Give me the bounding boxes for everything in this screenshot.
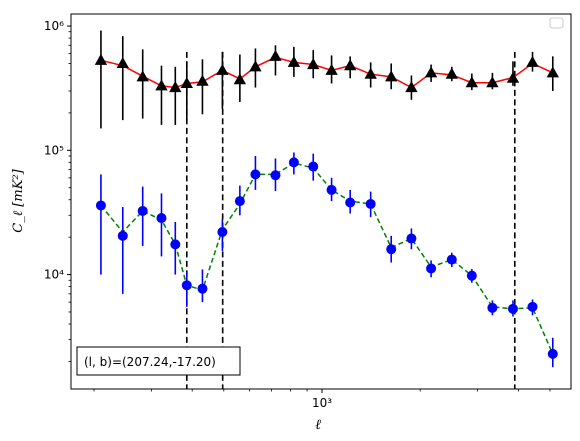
triangle-data-point	[94, 53, 108, 65]
y-tick-label: 10⁵	[44, 143, 64, 157]
triangle-data-point	[486, 76, 499, 88]
circle-data-point	[487, 302, 498, 313]
circle-data-point	[217, 227, 228, 238]
triangle-data-point	[405, 81, 418, 93]
legend-box	[549, 17, 564, 29]
circle-data-point	[345, 197, 356, 208]
triangle-data-point	[343, 59, 357, 71]
circle-data-point	[170, 239, 181, 250]
triangle-data-point	[249, 60, 262, 72]
circle-data-point	[326, 184, 337, 195]
triangle-data-point	[196, 74, 209, 86]
plot-layer	[94, 30, 559, 389]
triangle-data-point	[180, 76, 193, 89]
circle-data-point	[406, 233, 417, 244]
circle-data-point	[386, 244, 397, 255]
triangle-data-point	[136, 70, 149, 82]
triangle-data-point	[385, 70, 398, 82]
triangle-data-point	[216, 63, 229, 75]
circle-data-point	[466, 270, 477, 281]
x-axis-label: ℓ	[315, 417, 321, 433]
triangle-data-point	[445, 67, 458, 79]
circle-data-point	[365, 198, 376, 209]
circle-data-point	[117, 230, 128, 241]
triangle-data-point	[506, 71, 520, 83]
circle-data-point	[288, 157, 299, 168]
circle-data-point	[446, 254, 457, 265]
y-tick-label: 10⁶	[44, 19, 64, 33]
tick-layer: 10⁴ 10⁵ 10⁶ 10³	[44, 19, 551, 410]
triangle-data-point	[287, 55, 301, 67]
triangle-data-point	[307, 58, 320, 70]
circle-data-point	[137, 205, 148, 216]
triangle-data-point	[526, 55, 539, 67]
triangle-data-point	[546, 66, 559, 78]
triangle-data-point	[116, 56, 129, 69]
triangle-data-point	[325, 63, 338, 75]
annotation-box	[76, 346, 241, 376]
triangle-data-point	[424, 66, 438, 78]
circle-data-point	[426, 263, 437, 274]
triangle-data-point	[364, 67, 377, 79]
y-tick-label: 10⁴	[44, 268, 64, 282]
circle-data-point	[507, 303, 518, 314]
triangle-data-point	[465, 76, 479, 88]
circle-data-point	[308, 161, 319, 172]
triangle-data-point	[269, 49, 282, 61]
circle-data-point	[95, 200, 106, 211]
triangle-data-point	[169, 81, 182, 93]
triangle-data-point	[233, 73, 247, 85]
x-tick-label: 10³	[312, 396, 332, 410]
y-axis-label: C_ℓ [mK²]	[11, 168, 26, 232]
plot-frame	[70, 13, 572, 390]
triangle-data-point	[155, 79, 168, 91]
circle-data-point	[527, 301, 538, 312]
circle-data-point	[156, 213, 167, 224]
circle-data-point	[270, 170, 281, 181]
circle-data-point	[197, 283, 208, 294]
circle-data-point	[547, 348, 558, 359]
circle-data-point	[181, 280, 192, 291]
circle-data-point	[234, 196, 245, 207]
circle-data-point	[250, 169, 261, 180]
annotation-text: (l, b)=(207.24,-17.20)	[84, 355, 216, 369]
